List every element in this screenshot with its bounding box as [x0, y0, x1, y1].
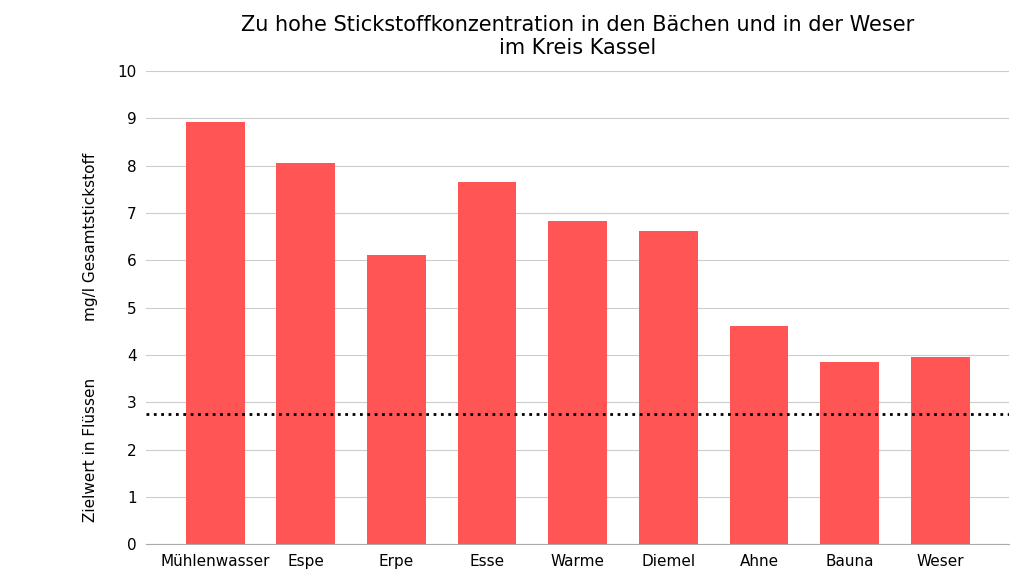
Bar: [458, 182, 516, 544]
Bar: [548, 221, 607, 544]
Text: Zielwert in Flüssen: Zielwert in Flüssen: [83, 377, 97, 522]
Bar: [276, 163, 335, 544]
Bar: [729, 325, 788, 544]
Bar: [639, 231, 697, 544]
Bar: [185, 121, 245, 544]
Bar: [367, 255, 426, 544]
Bar: [911, 357, 970, 544]
Bar: [820, 362, 880, 544]
Title: Zu hohe Stickstoffkonzentration in den Bächen und in der Weser
im Kreis Kassel: Zu hohe Stickstoffkonzentration in den B…: [241, 15, 914, 58]
Text: mg/l Gesamtstickstoff: mg/l Gesamtstickstoff: [83, 152, 97, 321]
